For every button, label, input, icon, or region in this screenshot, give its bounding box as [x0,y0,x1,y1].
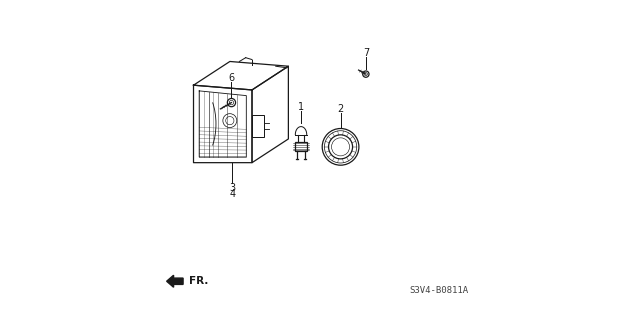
FancyBboxPatch shape [252,115,264,137]
Text: 2: 2 [337,104,344,114]
Text: 4: 4 [229,189,236,199]
FancyArrow shape [166,275,183,287]
Text: 7: 7 [363,48,369,58]
Text: S3V4-B0811A: S3V4-B0811A [410,286,468,295]
FancyBboxPatch shape [295,142,307,151]
Text: 6: 6 [228,73,234,83]
Text: 1: 1 [298,102,304,112]
Text: 3: 3 [229,183,236,193]
Text: FR.: FR. [189,276,209,286]
